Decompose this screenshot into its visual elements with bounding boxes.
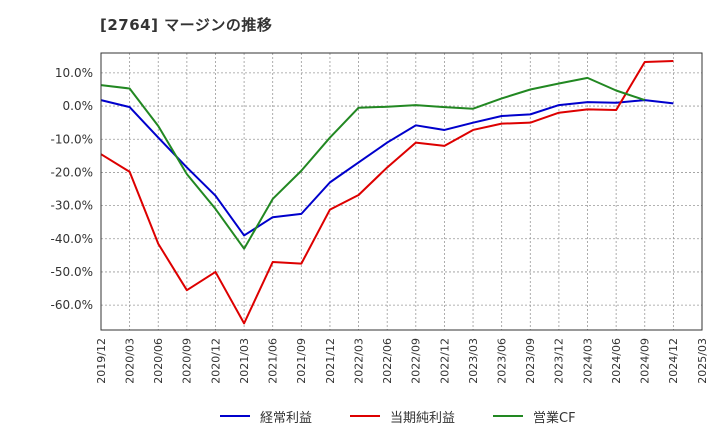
x-tick-label: 2022/09 — [410, 338, 423, 384]
legend-item-eigyo-cf: 営業CF — [493, 404, 576, 428]
series-line-1 — [100, 59, 674, 325]
x-tick-label: 2023/06 — [496, 338, 509, 384]
legend-swatch-keijo — [220, 415, 250, 417]
x-tick-label: 2024/06 — [610, 338, 623, 384]
x-tick-label: 2022/03 — [352, 338, 365, 384]
x-tick-label: 2023/12 — [553, 338, 566, 384]
x-tick-label: 2021/09 — [295, 338, 308, 384]
x-tick-label: 2023/03 — [467, 338, 480, 384]
x-tick-label: 2024/09 — [639, 338, 652, 384]
y-tick-label: -60.0% — [51, 298, 93, 312]
x-tick-label: 2019/12 — [95, 338, 108, 384]
x-tick-label: 2020/06 — [152, 338, 165, 384]
legend-item-junrieki: 当期純利益 — [350, 404, 455, 428]
y-tick-label: 10.0% — [55, 66, 93, 80]
x-tick-label: 2025/03 — [696, 338, 709, 384]
y-tick-label: -50.0% — [51, 265, 93, 279]
series-line-0 — [100, 99, 674, 237]
x-tick-label: 2020/12 — [209, 338, 222, 384]
x-tick-label: 2020/09 — [181, 338, 194, 384]
y-tick-label: -30.0% — [51, 199, 93, 213]
legend-swatch-eigyo-cf — [493, 415, 523, 417]
x-tick-label: 2022/06 — [381, 338, 394, 384]
x-tick-label: 2021/03 — [238, 338, 251, 384]
x-axis-tick-labels: 2019/12 2020/03 2020/06 2020/09 2020/12 2021/… — [95, 338, 709, 384]
y-tick-label: -20.0% — [51, 165, 93, 179]
x-tick-label: 2024/12 — [667, 338, 680, 384]
plot-frame — [100, 52, 703, 331]
legend-item-keijo: 経常利益 — [220, 404, 312, 428]
legend: 経常利益 当期純利益 営業CF — [0, 404, 720, 428]
x-tick-label: 2020/03 — [123, 338, 136, 384]
y-tick-label: -40.0% — [51, 232, 93, 246]
series-lines — [100, 59, 674, 325]
x-tick-label: 2021/12 — [324, 338, 337, 384]
legend-label-keijo: 経常利益 — [260, 410, 313, 426]
legend-label-junrieki: 当期純利益 — [390, 410, 456, 426]
x-tick-label: 2023/09 — [524, 338, 537, 384]
x-tick-label: 2024/03 — [581, 338, 594, 384]
y-tick-label: -10.0% — [51, 132, 93, 146]
x-tick-label: 2021/06 — [267, 338, 280, 384]
legend-swatch-junrieki — [350, 415, 380, 417]
legend-label-eigyo-cf: 営業CF — [533, 410, 576, 426]
y-axis-tick-labels: 10.0% 0.0% -10.0% -20.0% -30.0% -40.0% -50.0% -… — [51, 66, 93, 312]
y-tick-label: 0.0% — [63, 99, 94, 113]
x-tick-label: 2022/12 — [438, 338, 451, 384]
series-line-2 — [100, 76, 646, 250]
chart-title: [2764] マージンの推移 — [100, 16, 273, 34]
